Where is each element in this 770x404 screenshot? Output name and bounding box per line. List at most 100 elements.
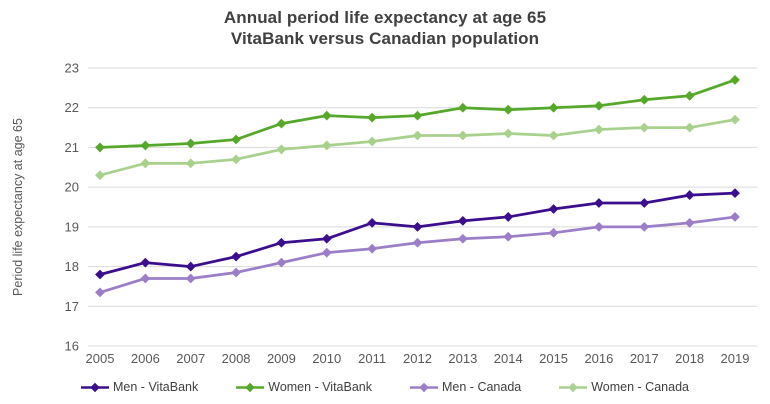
data-point-women-canada-2019	[730, 114, 740, 125]
x-tick-label: 2008	[222, 351, 251, 366]
legend-marker-women-vitabank-icon	[236, 382, 265, 392]
chart-title-line2: VitaBank versus Canadian population	[230, 29, 540, 48]
data-point-men-vitabank-2017	[639, 198, 650, 208]
x-tick-label: 2011	[358, 351, 386, 366]
y-tick-label: 16	[65, 339, 79, 354]
legend-item-men-canada: Men - Canada	[410, 380, 521, 394]
data-point-men-canada-2014	[503, 231, 514, 242]
series-line-men-vitabank	[98, 191, 737, 276]
data-point-men-canada-2011	[367, 243, 378, 254]
data-point-men-vitabank-2007	[185, 261, 196, 272]
data-point-men-vitabank-2006	[140, 257, 151, 268]
y-tick-label: 20	[65, 180, 79, 195]
x-tick-label: 2005	[86, 351, 115, 366]
data-point-women-vitabank-2014	[503, 104, 514, 115]
legend-label: Women - VitaBank	[268, 380, 373, 394]
data-point-women-vitabank-2018	[684, 90, 695, 101]
data-point-women-vitabank-2019	[730, 75, 740, 85]
data-point-men-vitabank-2018	[684, 190, 695, 200]
data-point-men-vitabank-2015	[548, 204, 559, 214]
data-point-men-canada-2018	[684, 217, 695, 228]
data-point-men-canada-2012	[412, 237, 423, 248]
x-tick-label: 2013	[448, 351, 477, 366]
data-point-women-canada-2015	[548, 130, 559, 141]
data-point-women-canada-2018	[684, 122, 695, 133]
x-tick-label: 2012	[403, 351, 432, 366]
data-point-women-canada-2008	[231, 154, 241, 165]
data-point-men-vitabank-2019	[730, 188, 740, 198]
data-point-women-canada-2017	[639, 122, 650, 133]
x-tick-label: 2007	[176, 351, 205, 366]
data-point-men-canada-2005	[95, 287, 105, 298]
x-tick-label: 2017	[630, 351, 659, 366]
y-tick-label: 18	[65, 259, 79, 274]
data-point-women-vitabank-2015	[548, 102, 559, 113]
x-tick-label: 2019	[721, 351, 750, 366]
data-point-men-vitabank-2005	[95, 269, 105, 280]
data-point-men-canada-2006	[140, 273, 151, 284]
legend-item-women-canada: Women - Canada	[559, 380, 689, 394]
x-tick-label: 2006	[131, 351, 160, 366]
chart-title: Annual period life expectancy at age 65 …	[0, 7, 770, 49]
legend-label: Men - VitaBank	[113, 380, 199, 394]
x-tick-label: 2014	[494, 351, 523, 366]
data-point-men-canada-2007	[185, 273, 196, 284]
data-point-women-canada-2006	[140, 158, 151, 169]
data-point-women-vitabank-2017	[639, 94, 650, 105]
legend: Men - VitaBank Women - VitaBank Men - Cana…	[0, 380, 770, 394]
y-tick-label: 17	[65, 299, 79, 314]
data-point-men-canada-2017	[639, 221, 650, 232]
data-point-men-vitabank-2009	[276, 237, 287, 248]
x-tick-label: 2009	[267, 351, 296, 366]
data-point-men-canada-2019	[730, 212, 740, 222]
data-point-women-canada-2016	[594, 124, 604, 135]
legend-item-women-vitabank: Women - VitaBank	[236, 380, 372, 394]
x-tick-label: 2015	[539, 351, 568, 366]
data-point-women-canada-2012	[412, 130, 423, 141]
data-point-women-vitabank-2011	[367, 112, 378, 123]
data-point-women-canada-2011	[367, 136, 378, 147]
data-point-women-canada-2013	[457, 130, 468, 141]
legend-marker-men-vitabank-icon	[81, 382, 110, 392]
data-point-women-vitabank-2009	[276, 118, 287, 129]
data-point-men-canada-2008	[231, 267, 241, 278]
y-tick-label: 21	[65, 140, 79, 155]
data-point-women-vitabank-2016	[594, 100, 604, 111]
data-point-men-canada-2016	[594, 221, 604, 232]
data-point-women-vitabank-2006	[140, 140, 151, 151]
data-point-women-vitabank-2013	[457, 102, 468, 113]
data-point-women-canada-2009	[276, 144, 287, 155]
data-point-men-canada-2009	[276, 257, 287, 268]
data-point-men-vitabank-2014	[503, 212, 514, 222]
data-point-women-canada-2005	[95, 170, 105, 181]
data-point-women-vitabank-2008	[231, 134, 241, 145]
data-point-women-canada-2010	[321, 140, 332, 151]
y-tick-label: 22	[65, 100, 79, 115]
chart-title-line1: Annual period life expectancy at age 65	[223, 8, 547, 27]
data-point-men-vitabank-2010	[321, 233, 332, 244]
x-tick-label: 2018	[675, 351, 704, 366]
y-axis-title: Period life expectancy at age 65	[11, 118, 25, 296]
data-point-women-vitabank-2005	[95, 142, 105, 153]
data-point-women-canada-2014	[503, 128, 514, 139]
y-tick-label: 23	[65, 61, 79, 76]
legend-marker-women-canada-icon	[559, 382, 588, 392]
legend-label: Men - Canada	[442, 380, 522, 394]
data-point-men-vitabank-2016	[594, 198, 604, 208]
y-tick-label: 19	[65, 219, 79, 234]
x-tick-label: 2010	[312, 351, 341, 366]
data-point-women-vitabank-2010	[321, 110, 332, 121]
data-point-men-vitabank-2011	[367, 217, 378, 228]
legend-item-men-vitabank: Men - VitaBank	[81, 380, 198, 394]
data-point-men-vitabank-2008	[231, 251, 241, 262]
data-point-men-canada-2013	[457, 233, 468, 244]
legend-marker-men-canada-icon	[410, 382, 439, 392]
x-tick-label: 2016	[584, 351, 613, 366]
data-point-men-canada-2010	[321, 247, 332, 258]
data-point-women-canada-2007	[185, 158, 196, 169]
data-point-men-canada-2015	[548, 227, 559, 238]
data-point-men-vitabank-2013	[457, 216, 468, 226]
data-point-women-vitabank-2007	[185, 138, 196, 149]
